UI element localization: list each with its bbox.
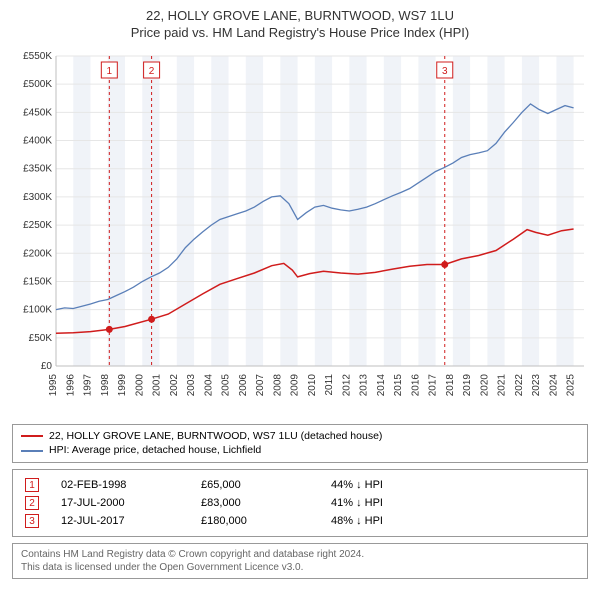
x-tick-label: 2003 [186,373,197,396]
marker-date: 02-FEB-1998 [57,476,197,494]
x-tick-label: 2006 [238,373,249,396]
y-tick-label: £400K [23,135,52,146]
marker-price: £65,000 [197,476,327,494]
x-tick-label: 2000 [134,373,145,396]
legend-label: HPI: Average price, detached house, Lich… [49,443,261,458]
x-tick-label: 2001 [152,373,163,396]
marker-delta: 44% ↓ HPI [327,476,579,494]
y-tick-label: £450K [23,107,52,118]
legend-swatch [21,450,43,452]
table-row: 3 12-JUL-2017£180,00048% ↓ HPI [21,512,579,530]
x-tick-label: 2015 [393,373,404,396]
x-tick-label: 2017 [428,373,439,396]
x-tick-label: 1998 [100,373,111,396]
chart-svg: £0 £50K £100K £150K £200K £250K £300K £350K £400… [10,48,590,418]
x-tick-label: 2022 [514,373,525,396]
x-tick-label: 2020 [479,373,490,396]
x-tick-label: 1995 [48,373,59,396]
x-tick-label: 2002 [169,373,180,396]
marker-price: £180,000 [197,512,327,530]
x-tick-label: 1999 [117,373,128,396]
footer-line-2: This data is licensed under the Open Gov… [21,561,579,574]
x-tick-label: 2009 [290,373,301,396]
y-tick-label: £0 [41,361,53,372]
table-row: 2 17-JUL-2000£83,00041% ↓ HPI [21,494,579,512]
y-tick-label: £200K [23,248,52,259]
x-tick-label: 2004 [203,373,214,396]
marker-number-box: 1 [25,478,39,492]
x-tick-label: 2021 [497,373,508,396]
marker-date: 17-JUL-2000 [57,494,197,512]
x-tick-label: 2018 [445,373,456,396]
marker-price: £83,000 [197,494,327,512]
x-tick-label: 1996 [65,373,76,396]
y-tick-label: £300K [23,192,52,203]
x-tick-label: 2014 [376,373,387,396]
x-tick-label: 2008 [272,373,283,396]
legend-row: HPI: Average price, detached house, Lich… [21,443,579,458]
table-row: 1 02-FEB-1998£65,00044% ↓ HPI [21,476,579,494]
marker-delta: 48% ↓ HPI [327,512,579,530]
x-tick-label: 2011 [324,373,335,395]
chart-title-subtitle: Price paid vs. HM Land Registry's House … [10,25,590,42]
x-tick-label: 2013 [359,373,370,396]
x-tick-label: 2023 [531,373,542,396]
footer-box: Contains HM Land Registry data © Crown c… [12,543,588,579]
legend-swatch [21,435,43,437]
chart-title-address: 22, HOLLY GROVE LANE, BURNTWOOD, WS7 1LU [10,8,590,25]
y-tick-label: £100K [23,304,52,315]
legend-row: 22, HOLLY GROVE LANE, BURNTWOOD, WS7 1LU… [21,429,579,444]
marker-number-box: 2 [25,496,39,510]
y-tick-label: £250K [23,220,52,231]
marker-date: 12-JUL-2017 [57,512,197,530]
x-tick-label: 2010 [307,373,318,396]
y-tick-label: £500K [23,79,52,90]
x-tick-label: 2007 [255,373,266,396]
x-tick-label: 2024 [548,373,559,396]
marker-flag-number: 1 [107,66,113,77]
marker-flag-number: 3 [442,66,448,77]
markers-box: 1 02-FEB-1998£65,00044% ↓ HPI 2 17-JUL-2000… [12,469,588,537]
y-tick-label: £150K [23,276,52,287]
legend-box: 22, HOLLY GROVE LANE, BURNTWOOD, WS7 1LU… [12,424,588,463]
footer-line-1: Contains HM Land Registry data © Crown c… [21,548,579,561]
y-tick-label: £550K [23,51,52,62]
legend-label: 22, HOLLY GROVE LANE, BURNTWOOD, WS7 1LU… [49,429,382,444]
x-tick-label: 2025 [566,373,577,396]
marker-flag-number: 2 [149,66,155,77]
marker-number-box: 3 [25,514,39,528]
x-tick-label: 1997 [83,373,94,396]
x-tick-label: 2012 [341,373,352,396]
y-tick-label: £350K [23,164,52,175]
marker-delta: 41% ↓ HPI [327,494,579,512]
y-tick-label: £50K [29,333,53,344]
price-chart: £0 £50K £100K £150K £200K £250K £300K £350K £400… [10,48,590,418]
x-tick-label: 2005 [221,373,232,396]
x-tick-label: 2016 [410,373,421,396]
x-tick-label: 2019 [462,373,473,396]
